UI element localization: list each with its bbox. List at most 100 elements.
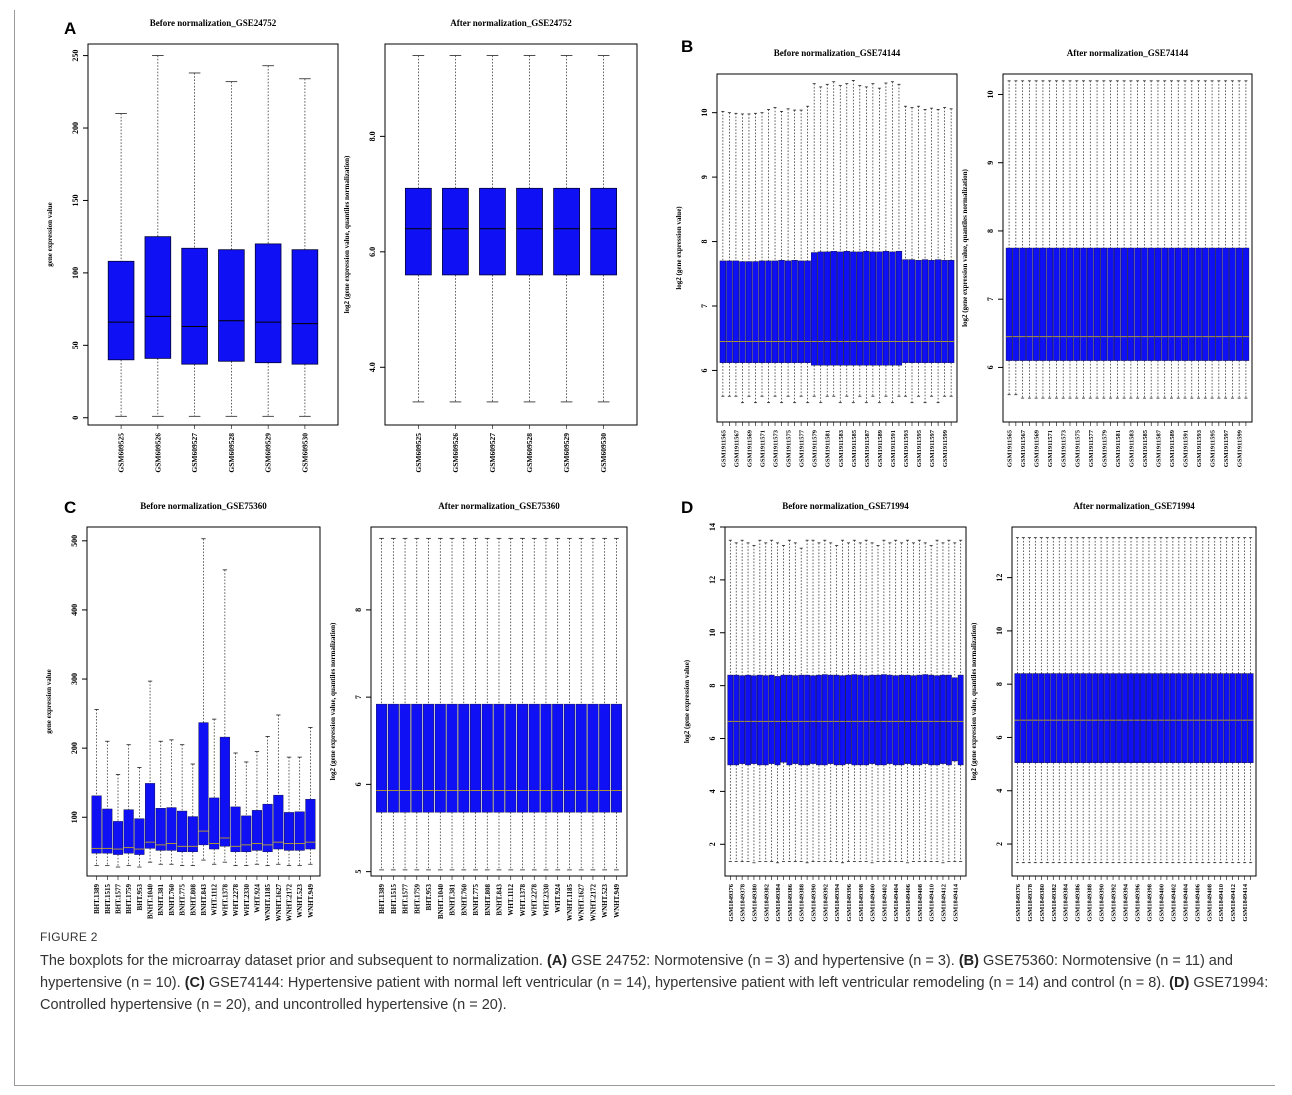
x-tick-label: GSM1849390 <box>811 884 818 922</box>
box <box>940 674 946 764</box>
x-tick-label: GSM609527 <box>488 433 497 473</box>
box <box>177 810 188 853</box>
box <box>768 674 775 764</box>
x-tick-label: WHT.2278 <box>531 884 539 917</box>
box <box>910 675 917 766</box>
y-axis-label: log2 (gene expression value, quantiles n… <box>961 168 969 326</box>
x-tick-label: GSM1849396 <box>1134 883 1141 921</box>
x-tick-label: GSM609526 <box>153 433 162 473</box>
box <box>792 675 799 764</box>
x-tick-label: GSM609525 <box>117 433 126 473</box>
box <box>481 703 493 813</box>
y-tick-label: 10 <box>708 629 717 637</box>
x-tick-label: BNHT.775 <box>472 884 480 916</box>
box <box>1141 247 1148 361</box>
box <box>774 676 781 766</box>
y-tick-label: 0 <box>71 416 80 420</box>
x-tick-label: WHT.2278 <box>232 884 240 917</box>
x-tick-label: WHT.1112 <box>211 884 219 916</box>
plot-frame <box>87 43 339 426</box>
box <box>830 251 837 366</box>
x-tick-label: BHT.1515 <box>104 884 112 915</box>
chart-title: After normalization_GSE75360 <box>438 501 560 511</box>
x-tick-label: GSM1911591 <box>1183 430 1190 467</box>
x-tick-label: GSM1911581 <box>825 430 832 467</box>
box <box>262 803 273 853</box>
box <box>745 261 753 363</box>
y-tick-label: 10 <box>986 90 995 98</box>
box <box>804 674 810 766</box>
caption-tag-a: (A) <box>546 953 568 969</box>
chart-title: Before normalization_GSE24752 <box>150 18 277 28</box>
box <box>869 674 875 764</box>
x-tick-label: GSM609525 <box>414 433 423 473</box>
box <box>752 261 759 363</box>
box <box>209 797 220 850</box>
chart-title: After normalization_GSE71994 <box>1073 501 1195 511</box>
x-tick-label: BNHT.760 <box>460 884 468 916</box>
box <box>1056 673 1063 763</box>
x-tick-label: GSM1849390 <box>1099 884 1106 922</box>
box <box>145 783 156 849</box>
y-axis-label: log2 (gene expression value) <box>675 206 683 290</box>
box <box>155 808 166 851</box>
box <box>1147 247 1155 361</box>
x-tick-label: GSM1911577 <box>799 429 806 467</box>
x-tick-label: GSM1849414 <box>1242 883 1249 921</box>
box <box>886 674 893 764</box>
box <box>1014 673 1021 763</box>
box <box>305 799 316 850</box>
x-tick-label: GSM1911583 <box>1128 429 1135 467</box>
x-tick-label: BHT.1577 <box>114 884 122 915</box>
box <box>786 674 793 766</box>
x-tick-label: GSM609528 <box>525 433 534 473</box>
x-tick-label: GSM609529 <box>562 433 571 473</box>
box <box>1068 673 1075 763</box>
box <box>875 674 881 766</box>
box <box>904 674 911 764</box>
box <box>1208 247 1216 361</box>
y-tick-label: 6 <box>708 737 717 741</box>
plot-frame <box>384 43 638 426</box>
x-tick-label: GSM1911573 <box>773 429 780 467</box>
box <box>1223 673 1230 763</box>
panel-letter: A <box>64 19 76 38</box>
x-tick-label: GSM1911599 <box>942 429 949 467</box>
box <box>442 187 469 276</box>
box <box>446 703 458 813</box>
box <box>610 703 622 813</box>
x-tick-label: GSM1911565 <box>1007 429 1014 467</box>
box <box>957 674 964 766</box>
x-tick-label: GSM1911589 <box>877 429 884 467</box>
plot-frame <box>1002 73 1253 423</box>
x-tick-label: GSM1911567 <box>733 429 740 467</box>
box <box>928 674 935 766</box>
box <box>1241 673 1248 763</box>
box <box>1026 673 1033 763</box>
box <box>91 795 102 854</box>
chart-title: Before normalization_GSE71994 <box>782 501 909 511</box>
box <box>1005 247 1013 361</box>
box <box>934 675 940 766</box>
box <box>254 243 282 364</box>
y-tick-label: 100 <box>71 267 80 279</box>
box <box>876 251 883 366</box>
y-axis-label: gene expression value <box>46 202 54 266</box>
box <box>791 260 798 363</box>
x-tick-label: GSM609530 <box>599 433 608 473</box>
box <box>843 251 850 366</box>
box <box>1066 247 1074 361</box>
box <box>112 821 124 855</box>
x-tick-label: GSM1849408 <box>1206 883 1213 921</box>
x-tick-label: GSM1849412 <box>940 884 947 922</box>
y-tick-label: 4 <box>708 789 717 793</box>
box <box>1229 247 1236 361</box>
box <box>587 703 599 813</box>
box <box>745 674 751 766</box>
y-tick-label: 10 <box>995 627 1004 635</box>
x-tick-label: GSM1911569 <box>1034 429 1041 467</box>
box <box>1193 673 1200 763</box>
box <box>856 251 863 366</box>
box <box>1093 247 1101 361</box>
